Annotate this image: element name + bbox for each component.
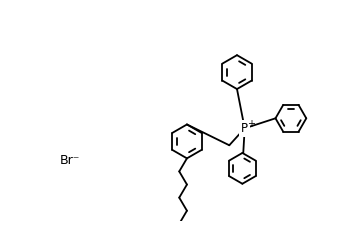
Text: P: P xyxy=(241,122,248,135)
Text: +: + xyxy=(247,119,255,129)
Text: Br⁻: Br⁻ xyxy=(60,154,80,167)
